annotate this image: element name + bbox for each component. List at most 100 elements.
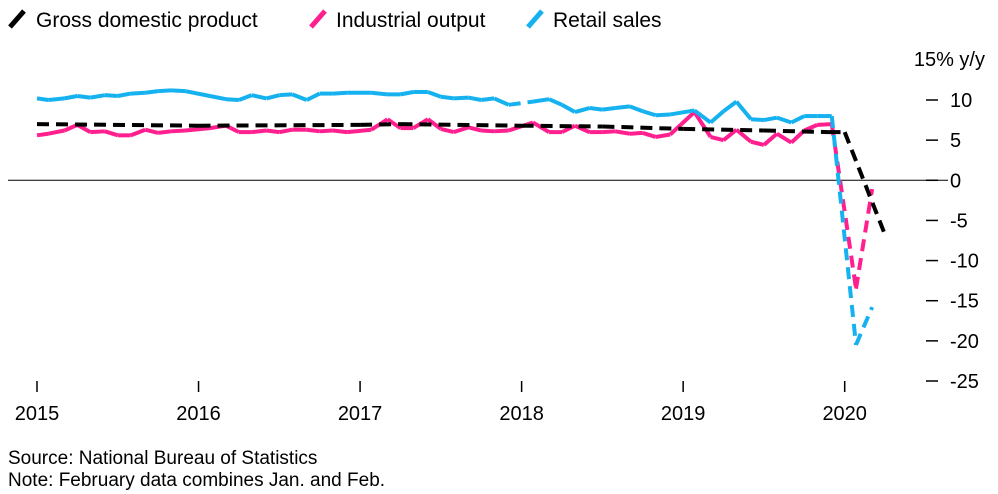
series-segment bbox=[508, 99, 534, 107]
series-segment bbox=[104, 93, 118, 98]
series-segment bbox=[842, 131, 887, 236]
series-segment bbox=[185, 89, 211, 98]
series-segment bbox=[854, 306, 874, 346]
series-segment bbox=[279, 92, 293, 98]
series-segment bbox=[170, 88, 186, 94]
x-tick-label: 2017 bbox=[338, 403, 383, 425]
source-note: Source: National Bureau of Statistics bbox=[8, 448, 317, 469]
series-segment bbox=[332, 90, 348, 96]
series-segment bbox=[668, 110, 696, 136]
series-segment bbox=[278, 127, 293, 135]
x-axis: 2015 2016 2017 2018 2019 2020 bbox=[15, 381, 867, 425]
series-segment bbox=[854, 188, 875, 289]
series-segment bbox=[144, 127, 159, 135]
series-segment bbox=[238, 93, 253, 102]
y-tick-label: -20 bbox=[950, 331, 979, 353]
series-segment bbox=[129, 127, 146, 138]
series-segment bbox=[709, 109, 725, 124]
series-industrial-output bbox=[36, 110, 875, 289]
series-segment bbox=[77, 94, 91, 100]
legend: Gross domestic product Industrial output… bbox=[8, 9, 662, 32]
y-tick-label: -10 bbox=[950, 251, 979, 273]
series-segment bbox=[265, 93, 280, 101]
series-segment bbox=[602, 129, 616, 135]
series-segment bbox=[47, 128, 65, 136]
series-segment bbox=[346, 127, 372, 135]
legend-item-industrial-output[interactable]: Industrial output bbox=[309, 9, 486, 32]
series-segment bbox=[602, 106, 616, 112]
series-segment bbox=[36, 122, 199, 128]
series-segment bbox=[371, 90, 388, 97]
series-segment bbox=[467, 125, 482, 133]
series-segment bbox=[209, 94, 227, 102]
series-segment bbox=[332, 128, 348, 135]
legend-swatch-gdp bbox=[8, 9, 26, 29]
series-segment bbox=[615, 104, 631, 111]
x-tick-label: 2018 bbox=[499, 403, 544, 425]
series-segment bbox=[710, 134, 725, 143]
series-segment bbox=[48, 96, 65, 102]
series-segment bbox=[669, 108, 695, 117]
series-segment bbox=[170, 128, 186, 134]
series-segment bbox=[655, 132, 671, 139]
y-unit-label: 15% y/y bbox=[914, 49, 985, 71]
legend-item-gdp[interactable]: Gross domestic product bbox=[8, 9, 258, 32]
series-segment bbox=[763, 128, 829, 135]
series-segment bbox=[104, 129, 119, 138]
series-segment bbox=[198, 122, 361, 128]
y-tick-label: -5 bbox=[950, 210, 968, 232]
series-segment bbox=[36, 131, 49, 138]
series-segment bbox=[763, 115, 778, 123]
series-segment bbox=[400, 90, 414, 97]
x-tick-label: 2020 bbox=[822, 403, 867, 425]
series-segment bbox=[829, 115, 858, 346]
series-segment bbox=[305, 91, 321, 102]
series-segment bbox=[291, 92, 308, 102]
data-note: Note: February data combines Jan. and Fe… bbox=[8, 470, 385, 491]
series-segment bbox=[386, 117, 402, 130]
series-segment bbox=[629, 104, 644, 114]
series-segment bbox=[453, 95, 469, 101]
series-segment bbox=[692, 110, 713, 139]
legend-label-gdp: Gross domestic product bbox=[36, 9, 258, 32]
footnotes: Source: National Bureau of Statistics No… bbox=[8, 448, 385, 491]
legend-label-industrial-output: Industrial output bbox=[336, 9, 486, 32]
series-segment bbox=[426, 117, 443, 131]
series-segment bbox=[251, 93, 267, 101]
x-tick-label: 2016 bbox=[176, 403, 221, 425]
series-segment bbox=[144, 89, 159, 95]
legend-item-retail-sales[interactable]: Retail sales bbox=[526, 9, 662, 32]
series-segment bbox=[655, 112, 671, 118]
y-tick-label: -25 bbox=[950, 371, 979, 393]
series-gross-domestic-product bbox=[36, 122, 887, 236]
series-segment bbox=[467, 95, 482, 102]
series-segment bbox=[614, 129, 631, 136]
series-segment bbox=[642, 109, 657, 118]
series-segment bbox=[440, 126, 455, 135]
x-tick-label: 2015 bbox=[15, 403, 60, 425]
series-segment bbox=[319, 128, 333, 134]
series-segment bbox=[266, 128, 280, 135]
series-segment bbox=[548, 97, 563, 107]
legend-swatch-retail-sales bbox=[526, 9, 544, 29]
series-segment bbox=[829, 123, 858, 289]
series-segment bbox=[735, 128, 753, 144]
series-layer bbox=[36, 88, 887, 346]
series-segment bbox=[480, 96, 495, 102]
series-segment bbox=[494, 128, 509, 134]
series-segment bbox=[400, 122, 522, 128]
series-segment bbox=[574, 106, 590, 114]
series-segment bbox=[130, 90, 146, 96]
series-segment bbox=[750, 117, 765, 123]
series-segment bbox=[750, 139, 765, 147]
series-segment bbox=[790, 114, 806, 125]
series-segment bbox=[117, 91, 132, 98]
series-segment bbox=[683, 126, 764, 133]
series-segment bbox=[481, 128, 495, 134]
series-segment bbox=[602, 124, 684, 131]
series-segment bbox=[817, 122, 832, 127]
series-segment bbox=[360, 122, 401, 127]
series-segment bbox=[440, 94, 455, 101]
series-segment bbox=[561, 123, 576, 134]
